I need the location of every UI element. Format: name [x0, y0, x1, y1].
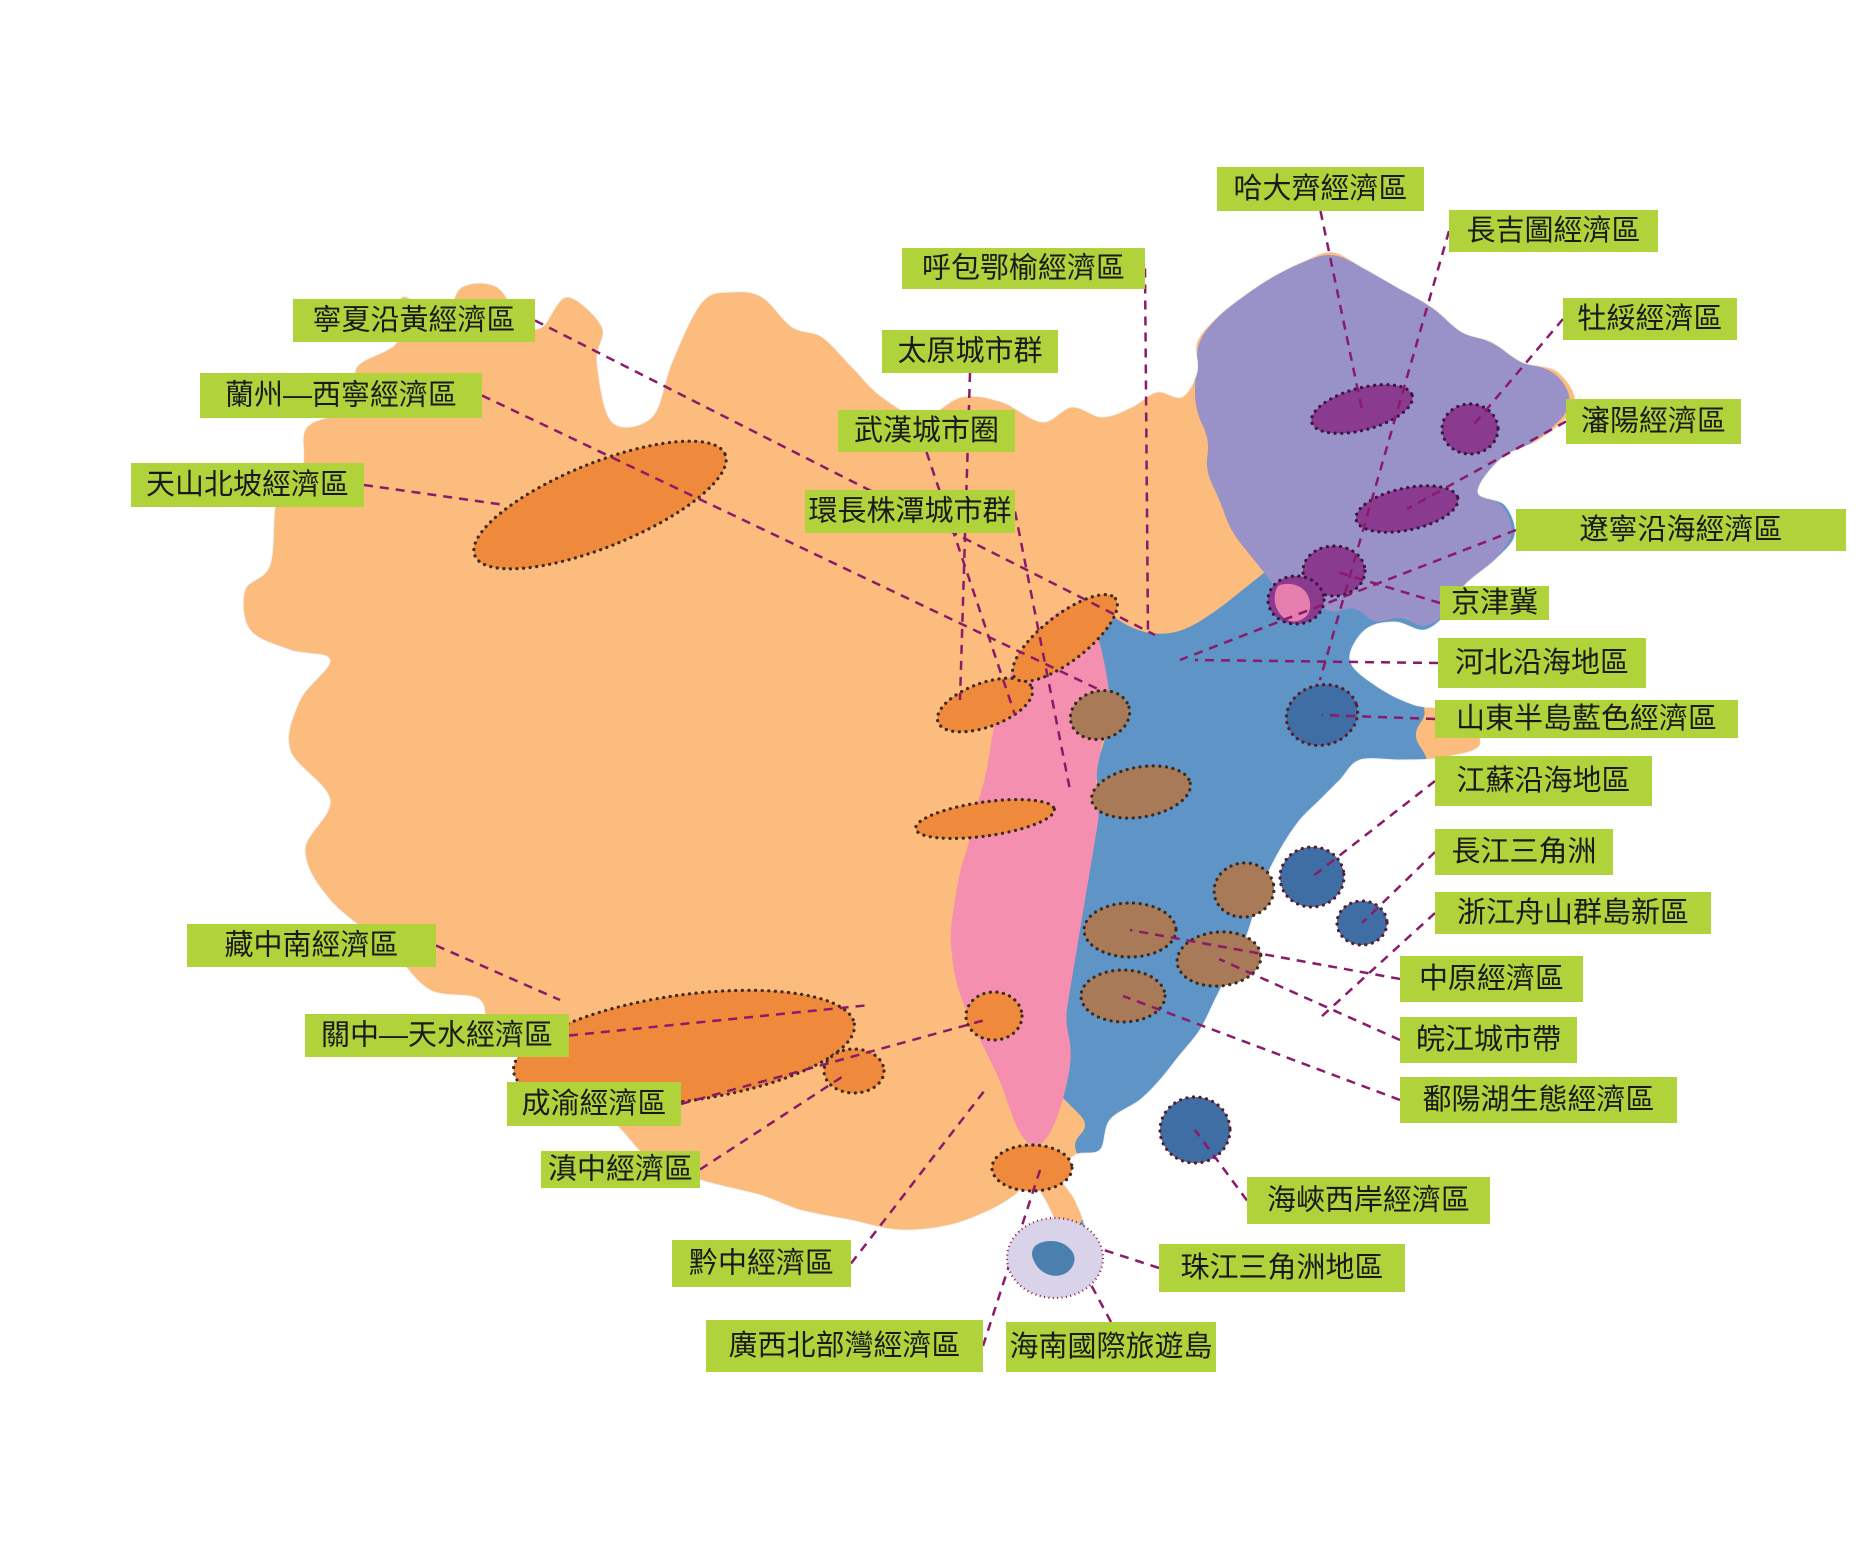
svg-text:瀋陽經濟區: 瀋陽經濟區: [1581, 405, 1726, 438]
svg-text:太原城市群: 太原城市群: [897, 335, 1042, 368]
svg-text:環長株潭城市群: 環長株潭城市群: [808, 495, 1011, 528]
svg-text:海峽西岸經濟區: 海峽西岸經濟區: [1267, 1184, 1470, 1217]
svg-text:長江三角洲: 長江三角洲: [1451, 835, 1596, 868]
svg-text:天山北坡經濟區: 天山北坡經濟區: [146, 468, 349, 501]
svg-text:滇中經濟區: 滇中經濟區: [548, 1153, 693, 1186]
svg-text:關中—天水經濟區: 關中—天水經濟區: [321, 1019, 553, 1052]
svg-text:鄱陽湖生態經濟區: 鄱陽湖生態經濟區: [1422, 1083, 1654, 1116]
svg-text:中原經濟區: 中原經濟區: [1419, 962, 1564, 995]
svg-text:江蘇沿海地區: 江蘇沿海地區: [1456, 764, 1630, 797]
svg-text:武漢城市圈: 武漢城市圈: [854, 414, 999, 447]
svg-text:海南國際旅遊島: 海南國際旅遊島: [1009, 1330, 1212, 1363]
svg-text:廣西北部灣經濟區: 廣西北部灣經濟區: [728, 1329, 960, 1362]
svg-text:遼寧沿海經濟區: 遼寧沿海經濟區: [1579, 513, 1782, 546]
svg-text:哈大齊經濟區: 哈大齊經濟區: [1233, 172, 1407, 205]
svg-text:京津冀: 京津冀: [1451, 586, 1538, 619]
svg-text:山東半島藍色經濟區: 山東半島藍色經濟區: [1456, 702, 1717, 735]
svg-text:寧夏沿黃經濟區: 寧夏沿黃經濟區: [312, 304, 515, 337]
svg-text:成渝經濟區: 成渝經濟區: [521, 1087, 666, 1120]
svg-text:皖江城市帶: 皖江城市帶: [1416, 1023, 1561, 1056]
svg-text:蘭州—西寧經濟區: 蘭州—西寧經濟區: [225, 379, 457, 412]
svg-text:珠江三角洲地區: 珠江三角洲地區: [1180, 1251, 1383, 1284]
svg-text:呼包鄂榆經濟區: 呼包鄂榆經濟區: [922, 252, 1125, 285]
svg-text:浙江舟山群島新區: 浙江舟山群島新區: [1457, 896, 1689, 929]
svg-text:長吉圖經濟區: 長吉圖經濟區: [1466, 214, 1640, 247]
svg-text:藏中南經濟區: 藏中南經濟區: [224, 929, 398, 962]
svg-text:黔中經濟區: 黔中經濟區: [689, 1247, 834, 1280]
svg-text:牡綏經濟區: 牡綏經濟區: [1577, 302, 1722, 335]
svg-text:河北沿海地區: 河北沿海地區: [1455, 646, 1629, 679]
